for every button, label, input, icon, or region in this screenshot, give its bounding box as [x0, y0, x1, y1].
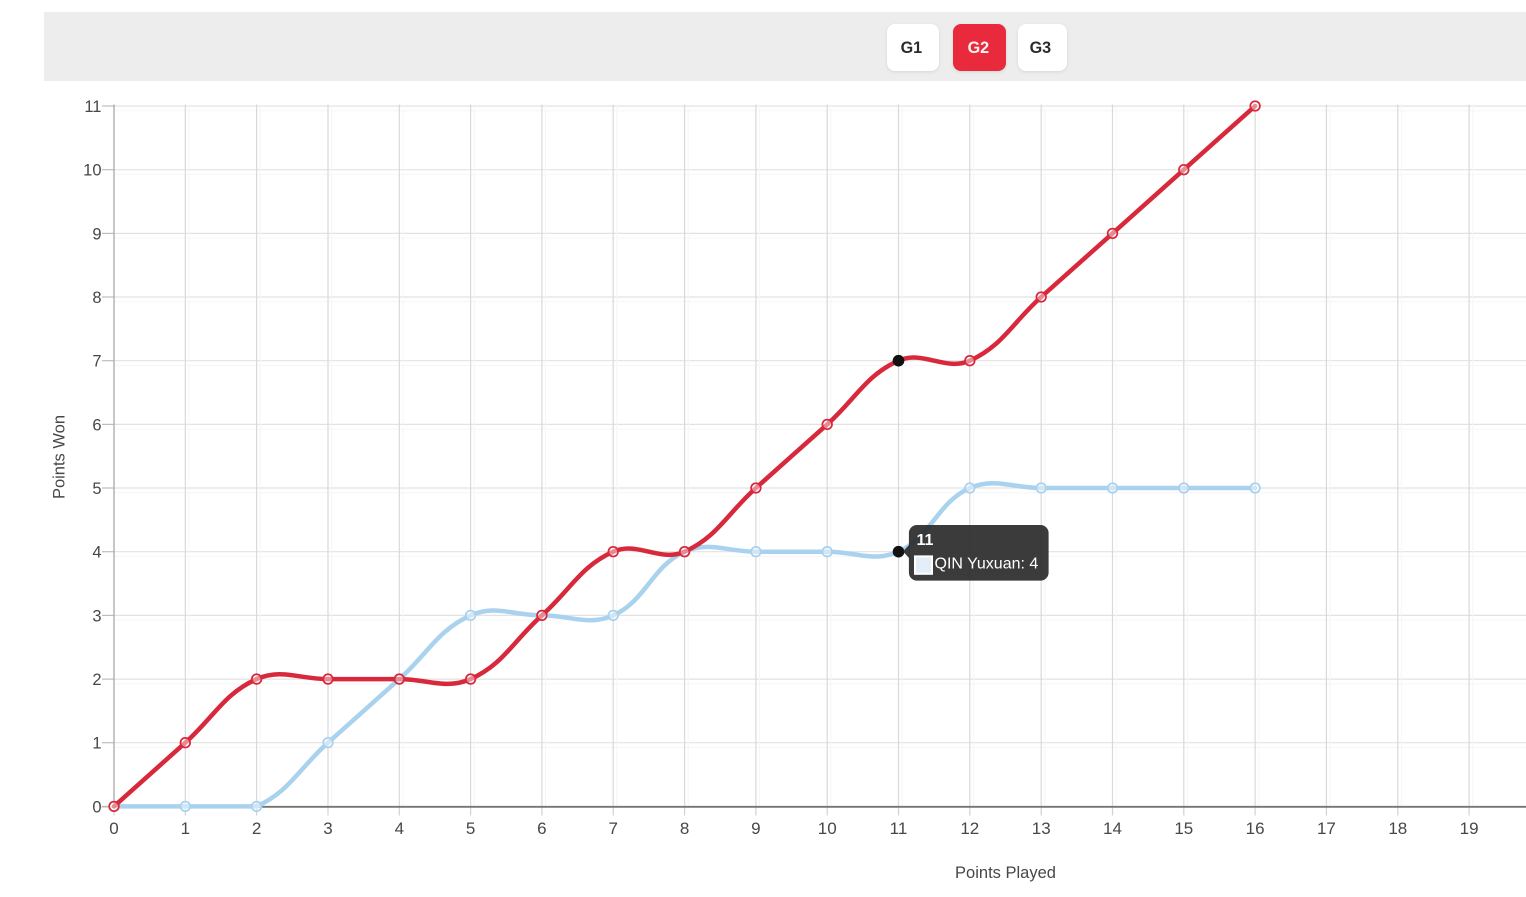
- svg-text:18: 18: [1388, 819, 1407, 838]
- svg-text:7: 7: [608, 819, 617, 838]
- svg-text:19: 19: [1460, 819, 1479, 838]
- svg-text:11: 11: [917, 532, 934, 549]
- svg-text:9: 9: [92, 225, 101, 243]
- svg-text:12: 12: [960, 819, 979, 838]
- svg-text:2: 2: [252, 819, 261, 838]
- svg-text:16: 16: [1246, 819, 1265, 838]
- svg-text:13: 13: [1032, 819, 1051, 838]
- svg-text:15: 15: [1174, 819, 1193, 838]
- svg-text:8: 8: [680, 819, 689, 838]
- svg-text:10: 10: [83, 162, 101, 180]
- svg-text:Points Played: Points Played: [955, 864, 1056, 882]
- svg-text:1: 1: [181, 819, 190, 838]
- svg-text:5: 5: [466, 819, 475, 838]
- svg-text:17: 17: [1317, 819, 1336, 838]
- svg-text:11: 11: [84, 98, 101, 116]
- svg-text:2: 2: [92, 671, 101, 689]
- svg-text:6: 6: [537, 819, 546, 838]
- svg-text:3: 3: [323, 819, 332, 838]
- svg-text:6: 6: [92, 416, 101, 434]
- svg-text:QIN Yuxuan: 4: QIN Yuxuan: 4: [935, 556, 1039, 573]
- svg-text:0: 0: [92, 798, 101, 816]
- svg-text:11: 11: [890, 819, 908, 838]
- svg-text:3: 3: [92, 607, 101, 625]
- svg-text:10: 10: [818, 819, 837, 838]
- svg-text:9: 9: [751, 819, 760, 838]
- svg-text:1: 1: [92, 735, 101, 753]
- svg-text:4: 4: [92, 544, 101, 562]
- svg-text:Points Won: Points Won: [51, 415, 69, 499]
- svg-text:5: 5: [92, 480, 101, 498]
- svg-text:4: 4: [395, 819, 404, 838]
- svg-text:0: 0: [109, 819, 118, 838]
- svg-text:7: 7: [92, 353, 101, 371]
- svg-text:14: 14: [1103, 819, 1122, 838]
- svg-text:8: 8: [92, 289, 101, 307]
